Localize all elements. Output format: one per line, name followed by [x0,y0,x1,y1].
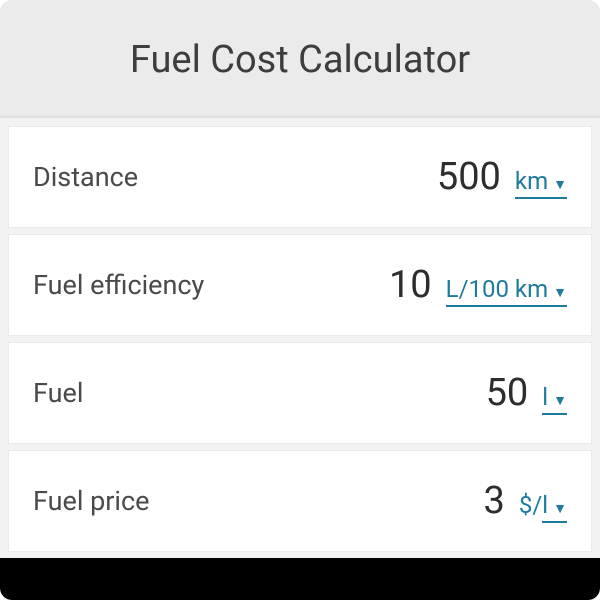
row-efficiency: Fuel efficiency 10 L/100 km ▼ [8,234,592,336]
unit-select-efficiency[interactable]: L/100 km ▼ [446,275,567,307]
unit-select-fuel[interactable]: l ▼ [542,383,567,415]
unit-price-group: $/ l ▼ [519,491,567,523]
content-wrap: Fuel Cost Calculator Distance 500 km ▼ F… [0,0,600,600]
value-fuel[interactable]: 50 [468,371,528,415]
unit-select-price[interactable]: l ▼ [542,491,567,523]
right-price: 3 $/ l ▼ [445,479,567,523]
label-efficiency: Fuel efficiency [33,269,204,301]
value-efficiency[interactable]: 10 [372,263,432,307]
row-price: Fuel price 3 $/ l ▼ [8,450,592,552]
header: Fuel Cost Calculator [0,0,600,118]
right-distance: 500 km ▼ [437,155,567,199]
label-price: Fuel price [33,485,149,517]
unit-price: l [542,491,548,519]
right-efficiency: 10 L/100 km ▼ [372,263,567,307]
value-distance[interactable]: 500 [437,155,501,199]
chevron-down-icon: ▼ [553,176,567,193]
fuel-cost-calculator: Fuel Cost Calculator Distance 500 km ▼ F… [0,0,600,600]
label-fuel: Fuel [33,377,83,409]
right-fuel: 50 l ▼ [468,371,567,415]
row-distance: Distance 500 km ▼ [8,126,592,228]
page-title: Fuel Cost Calculator [20,38,580,82]
field-rows: Distance 500 km ▼ Fuel efficiency 10 L/1… [0,118,600,558]
chevron-down-icon: ▼ [553,392,567,409]
unit-efficiency: L/100 km [446,275,548,303]
footer-band [0,558,600,600]
chevron-down-icon: ▼ [553,284,567,301]
chevron-down-icon: ▼ [553,500,567,517]
row-fuel: Fuel 50 l ▼ [8,342,592,444]
unit-distance: km [515,167,548,195]
unit-fuel: l [542,383,548,411]
unit-select-distance[interactable]: km ▼ [515,167,567,199]
unit-prefix-price: $/ [519,491,542,519]
label-distance: Distance [33,161,138,193]
value-price[interactable]: 3 [445,479,505,523]
